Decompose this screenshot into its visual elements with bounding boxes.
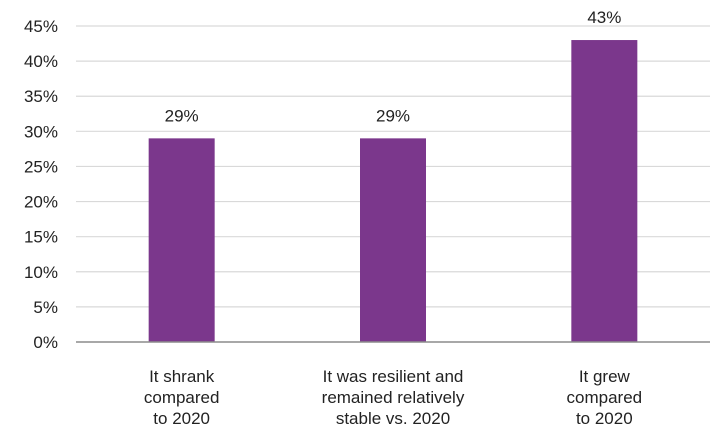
bar: [148, 138, 215, 342]
bar: [571, 40, 638, 343]
bar: [360, 138, 426, 342]
y-tick-label: 35%: [24, 87, 58, 106]
y-tick-label: 10%: [24, 263, 58, 282]
x-category-label: It shrank compared to 2020: [144, 367, 220, 428]
y-tick-label: 15%: [24, 228, 58, 247]
y-axis-tick-labels: 0% 5% 10% 15% 20% 25% 30% 35% 40% 45%: [24, 17, 58, 352]
y-tick-label: 45%: [24, 17, 58, 36]
data-labels: 29% 29% 43%: [165, 8, 622, 125]
data-label: 29%: [376, 106, 410, 125]
data-label: 29%: [165, 106, 199, 125]
y-tick-label: 20%: [24, 193, 58, 212]
y-tick-label: 30%: [24, 122, 58, 141]
x-category-label: It grew compared to 2020: [567, 367, 643, 428]
x-axis-category-labels: It shrank compared to 2020 It was resilient…: [144, 367, 642, 428]
y-tick-label: 0%: [33, 333, 58, 352]
data-label: 43%: [587, 8, 621, 27]
x-category-label: It was resilient and remained relatively s…: [322, 367, 465, 428]
bars: [148, 40, 638, 343]
y-tick-label: 25%: [24, 157, 58, 176]
y-tick-label: 5%: [33, 298, 58, 317]
y-tick-label: 40%: [24, 52, 58, 71]
